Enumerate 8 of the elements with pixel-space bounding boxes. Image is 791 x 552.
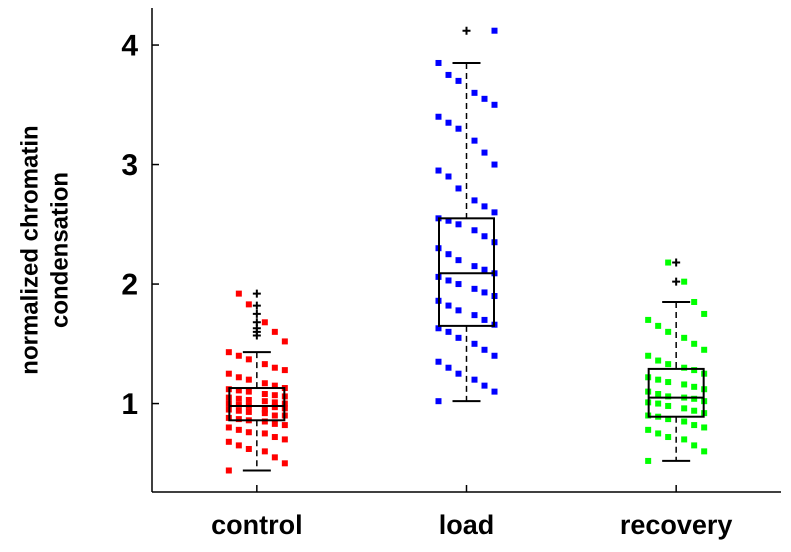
x-tick-label: control [211,510,303,540]
y-tick-label: 2 [121,268,138,302]
x-tick-label: load [438,510,494,540]
y-axis-title: normalized chromatin condensation [16,125,74,375]
x-tick-label: recovery [620,510,732,540]
y-tick-label: 3 [121,149,138,182]
y-tick-label: 4 [121,30,138,63]
y-tick-label: 1 [121,388,138,422]
